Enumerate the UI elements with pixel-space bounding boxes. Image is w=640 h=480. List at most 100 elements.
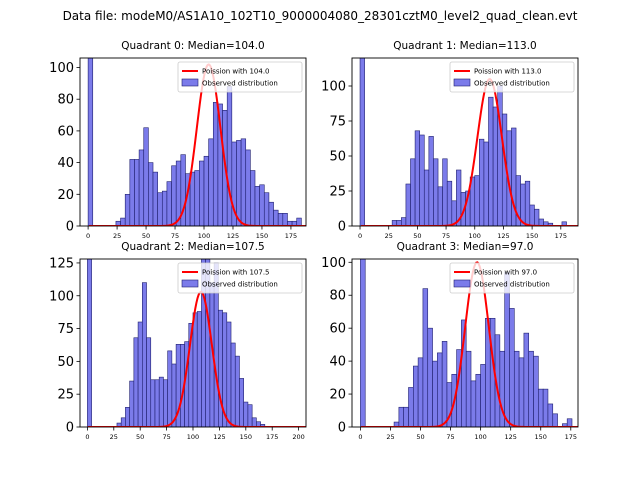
histogram-bar	[414, 130, 420, 226]
histogram-bar	[518, 357, 525, 427]
y-tick-label: 25	[329, 185, 346, 200]
histogram-bar	[218, 309, 223, 427]
histogram-bar	[87, 58, 94, 226]
y-tick-label: 75	[57, 322, 74, 337]
histogram-bar	[542, 388, 549, 427]
histogram-bar	[446, 180, 453, 226]
legend-label-observed: Observed distribution	[202, 80, 278, 88]
histogram-bar	[236, 140, 242, 226]
histogram-bar	[401, 217, 407, 226]
y-tick-label: 40	[329, 355, 346, 370]
y-tick-label: 60	[57, 124, 74, 139]
legend-label-observed: Observed distribution	[202, 281, 278, 289]
x-tick-label: 50	[142, 232, 150, 240]
y-tick-label: 100	[49, 61, 74, 76]
legend-bar-swatch	[453, 279, 471, 288]
axes-frame	[79, 57, 307, 227]
x-tick-label: 75	[171, 232, 179, 240]
histogram-bar	[423, 169, 430, 226]
legend-box	[177, 262, 303, 294]
histogram-bar	[528, 350, 534, 427]
x-tick-label: 0	[358, 433, 362, 441]
plot-area	[87, 259, 306, 427]
histogram-bar	[433, 158, 439, 226]
histogram-bar	[192, 312, 198, 427]
legend: Poission with 97.0 Observed distribution	[449, 262, 575, 294]
y-tick-label: 25	[57, 388, 74, 403]
y-tick-label: 50	[329, 150, 346, 165]
histogram-bar	[403, 406, 409, 427]
legend-label-poisson: Poission with 97.0	[474, 269, 537, 277]
x-tick-label: 25	[385, 232, 393, 240]
histogram-bar	[465, 350, 472, 427]
histogram-bar	[120, 217, 126, 226]
histogram-bar	[143, 127, 149, 226]
histogram-bar	[161, 190, 168, 226]
histogram-bar	[152, 171, 158, 226]
histogram-bar	[504, 271, 510, 427]
x-tick-label: 25	[386, 433, 394, 441]
histogram-bar	[529, 204, 535, 226]
histogram-bar	[120, 417, 126, 427]
legend-label-poisson: Poission with 104.0	[202, 68, 270, 76]
y-tick-label: 80	[57, 93, 74, 108]
histogram-bar	[260, 424, 266, 427]
poisson-curve	[87, 290, 306, 427]
histogram-bar	[199, 160, 205, 226]
histogram-bar	[480, 364, 486, 427]
panel-title: Quadrant 3: Median=97.0	[397, 241, 534, 253]
x-tick-label: 200	[292, 433, 304, 441]
histogram-bar	[479, 138, 485, 226]
legend-label-poisson: Poission with 113.0	[474, 68, 542, 76]
histogram-bar	[296, 217, 302, 226]
histogram-bar	[273, 209, 279, 226]
histogram-bar	[212, 102, 219, 226]
histogram-bar	[413, 365, 419, 427]
histogram-bar	[125, 407, 130, 427]
x-tick-label: 50	[416, 433, 424, 441]
x-tick-label: 75	[162, 433, 170, 441]
histogram-bar	[259, 184, 265, 226]
histogram-bar	[250, 170, 256, 226]
panel-title: Quadrant 0: Median=104.0	[121, 40, 264, 52]
x-tick-label: 100	[198, 232, 210, 240]
histogram-bar	[547, 403, 554, 427]
legend: Poission with 104.0 Observed distribution	[177, 61, 303, 93]
histogram-bar	[230, 342, 236, 427]
x-tick-label: 100	[469, 232, 481, 240]
x-tick-label: 150	[535, 433, 547, 441]
histogram-bar	[203, 155, 209, 226]
histogram-bar	[561, 221, 567, 226]
y-tick-label: 75	[329, 115, 346, 130]
histogram-bar	[398, 406, 404, 427]
x-tick-label: 175	[285, 232, 297, 240]
legend-bar-swatch	[181, 279, 199, 288]
legend-label-poisson: Poission with 107.5	[202, 269, 270, 277]
x-tick-label: 0	[86, 232, 90, 240]
axes-frame	[351, 258, 579, 428]
legend: Poission with 107.5 Observed distribution	[177, 262, 303, 294]
histogram-bar	[234, 355, 240, 427]
y-tick-label: 100	[321, 256, 346, 271]
panel-title: Quadrant 2: Median=107.5	[121, 241, 264, 253]
legend-box	[177, 61, 303, 93]
legend-box	[449, 262, 575, 294]
x-tick-label: 50	[413, 232, 421, 240]
histogram-bar	[483, 141, 489, 226]
histogram-bar	[359, 58, 365, 226]
histogram-bar	[148, 162, 154, 226]
y-tick-label: 60	[329, 322, 346, 337]
histogram-bar	[166, 181, 172, 226]
histogram-bar	[163, 379, 168, 427]
histogram-bar	[254, 186, 260, 226]
legend-box	[449, 61, 575, 93]
histogram-bar	[154, 379, 160, 427]
histogram-bar	[245, 149, 251, 226]
y-tick-label: 0	[338, 421, 346, 436]
histogram-bar	[488, 96, 494, 226]
histogram-bar	[158, 376, 164, 427]
x-tick-label: 0	[85, 433, 89, 441]
histogram-bar	[509, 308, 515, 427]
histogram-bar	[138, 149, 145, 226]
